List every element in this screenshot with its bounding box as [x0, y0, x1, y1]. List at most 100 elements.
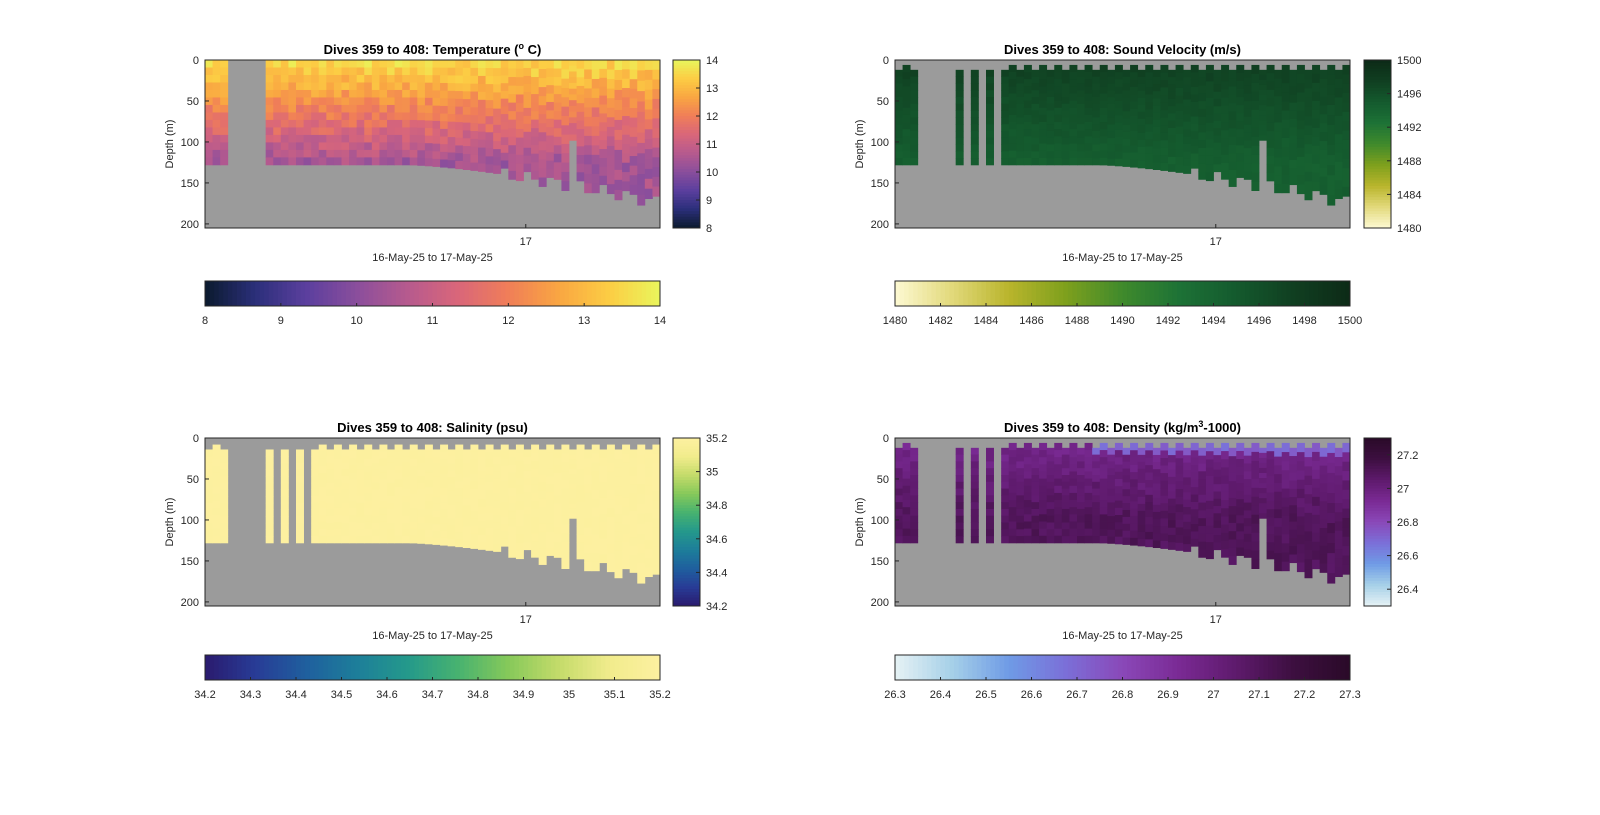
heatmap-cell: [1061, 90, 1070, 98]
heatmap-cell: [1281, 470, 1290, 480]
heatmap-cell: [1077, 103, 1085, 111]
colorbar-segment: [673, 544, 700, 548]
heatmap-cell: [1092, 481, 1101, 489]
heatmap-cell: [1061, 508, 1070, 517]
heatmap-cell: [1190, 160, 1199, 169]
heatmap-cell: [652, 555, 661, 566]
heatmap-cell: [1114, 158, 1123, 167]
heatmap-cell: [296, 509, 304, 517]
colorbar-segment: [487, 281, 493, 306]
heatmap-cell: [1334, 549, 1343, 559]
heatmap-cell: [1137, 160, 1146, 169]
heatmap-cell: [1259, 488, 1267, 494]
colorbar-segment: [1364, 118, 1391, 123]
heatmap-cell: [1107, 495, 1116, 503]
heatmap-cell: [1069, 79, 1078, 87]
colorbar-segment: [1364, 68, 1391, 72]
heatmap-cell: [371, 97, 380, 106]
heatmap-cell: [1243, 124, 1252, 133]
heatmap-cell: [409, 97, 418, 106]
colorbar-segment: [1277, 281, 1283, 306]
colorbar-segment: [1190, 281, 1196, 306]
heatmap-cell: [1008, 500, 1017, 508]
heatmap-cell: [1145, 487, 1154, 496]
colorbar-tick-label: 34.2: [706, 601, 727, 613]
heatmap-cell: [462, 153, 471, 163]
heatmap-cell: [644, 168, 653, 180]
heatmap-cell: [1274, 148, 1283, 159]
heatmap-cell: [409, 75, 418, 83]
heatmap-cell: [212, 521, 221, 530]
heatmap-cell: [1001, 475, 1010, 483]
heatmap-cell: [553, 549, 562, 558]
heatmap-cell: [1274, 509, 1283, 519]
heatmap-cell: [1137, 83, 1146, 92]
heatmap-cell: [538, 123, 547, 133]
heatmap-cell: [311, 74, 320, 83]
heatmap-cell: [1168, 142, 1176, 151]
heatmap-cell: [440, 473, 449, 481]
colorbar-segment: [673, 592, 700, 596]
colorbar-segment: [628, 281, 634, 306]
heatmap-cell: [1296, 184, 1305, 195]
heatmap-cell: [895, 83, 903, 91]
heatmap-cell: [1327, 452, 1336, 464]
colorbar-segment: [1364, 449, 1391, 453]
heatmap-cell: [485, 459, 494, 468]
heatmap-cell: [341, 104, 350, 113]
heatmap-cell: [1137, 517, 1146, 526]
heatmap-cell: [955, 522, 964, 530]
heatmap-cell: [523, 67, 532, 77]
heatmap-cell: [576, 485, 585, 494]
colorbar-segment: [673, 76, 700, 81]
heatmap-cell: [629, 546, 638, 556]
heatmap-cell: [614, 541, 623, 551]
colorbar-segment: [673, 216, 700, 221]
y-axis-label: Depth (m): [854, 120, 866, 169]
heatmap-cell: [1319, 545, 1328, 556]
heatmap-cell: [546, 444, 555, 453]
colorbar-segment: [1168, 281, 1174, 306]
heatmap-cell: [1130, 101, 1139, 110]
heatmap-cell: [1077, 90, 1085, 98]
colorbar-segment: [1364, 513, 1391, 517]
heatmap-cell: [1243, 116, 1252, 126]
heatmap-cell: [1130, 537, 1139, 546]
heatmap-cell: [546, 118, 555, 128]
y-tick-label: 50: [187, 96, 199, 108]
heatmap-cell: [1039, 528, 1048, 537]
heatmap-cell: [1039, 122, 1048, 130]
heatmap-cell: [1008, 157, 1017, 166]
heatmap-cell: [576, 509, 585, 519]
colorbar-segment: [559, 655, 565, 680]
chart-title: Dives 359 to 408: Temperature (o C): [324, 41, 542, 57]
heatmap-cell: [447, 449, 456, 457]
heatmap-cell: [1008, 457, 1017, 465]
heatmap-cell: [1190, 109, 1199, 117]
heatmap-cell: [402, 462, 411, 470]
heatmap-cell: [1266, 64, 1275, 74]
heatmap-cell: [614, 568, 623, 579]
heatmap-cell: [1205, 64, 1214, 74]
heatmap-cell: [591, 462, 600, 473]
colorbar-segment: [1364, 132, 1391, 137]
heatmap-cell: [296, 67, 304, 76]
heatmap-cell: [1266, 534, 1275, 543]
colorbar-segment: [1364, 191, 1391, 195]
heatmap-cell: [910, 158, 919, 166]
colorbar-segment: [1227, 281, 1233, 306]
colorbar-segment: [596, 281, 602, 306]
heatmap-cell: [538, 449, 547, 459]
plot-axes-box: [204, 437, 661, 607]
heatmap-cell: [288, 97, 297, 106]
heatmap-cell: [955, 461, 964, 469]
heatmap-cell: [432, 476, 441, 484]
heatmap-cell: [402, 449, 411, 457]
heatmap-cell: [356, 112, 365, 121]
heatmap-cell: [1145, 131, 1154, 140]
heatmap-cell: [470, 131, 479, 140]
heatmap-cell: [1008, 114, 1017, 123]
heatmap-cell: [1281, 174, 1290, 185]
heatmap-cell: [462, 540, 471, 548]
colorbar-segment: [614, 655, 620, 680]
